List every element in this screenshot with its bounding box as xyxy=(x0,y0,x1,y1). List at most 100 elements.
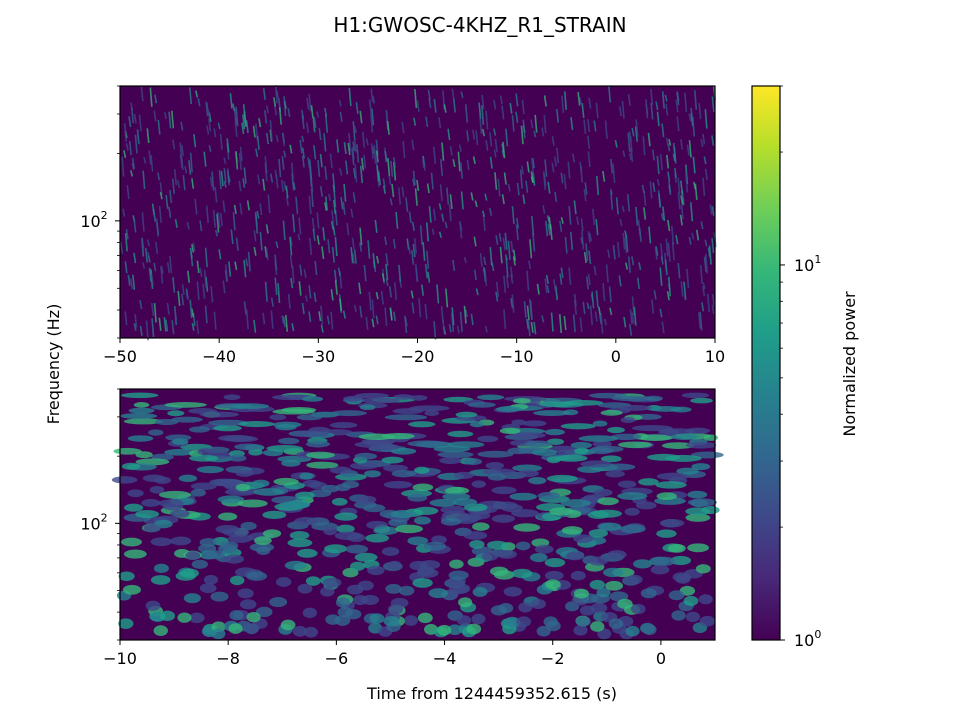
power-blob xyxy=(120,392,159,399)
power-streak xyxy=(348,87,352,107)
power-streak xyxy=(235,106,239,127)
power-streak xyxy=(711,206,715,217)
power-streak xyxy=(245,258,249,267)
power-streak xyxy=(124,232,128,252)
power-blob xyxy=(560,499,592,508)
power-streak xyxy=(342,310,346,319)
power-streak xyxy=(219,212,223,227)
power-streak xyxy=(671,242,675,261)
power-streak xyxy=(573,200,577,215)
power-streak xyxy=(289,144,293,154)
power-streak xyxy=(411,302,415,314)
power-streak xyxy=(614,140,618,148)
power-blob xyxy=(424,410,440,417)
power-blob xyxy=(537,491,561,500)
power-streak xyxy=(376,165,380,182)
power-streak xyxy=(587,231,591,243)
power-streak xyxy=(694,183,698,200)
power-blob xyxy=(661,519,680,528)
power-streak xyxy=(413,238,417,254)
power-streak xyxy=(704,239,708,247)
power-streak xyxy=(172,277,176,293)
power-blob xyxy=(127,435,154,442)
power-streak xyxy=(701,302,705,312)
power-streak xyxy=(353,139,357,153)
power-streak xyxy=(659,153,663,171)
power-blob xyxy=(122,584,141,595)
power-streak xyxy=(442,319,446,334)
power-streak xyxy=(570,232,574,251)
power-streak xyxy=(438,231,442,239)
power-blob xyxy=(199,537,217,547)
power-streak xyxy=(582,301,586,315)
power-blob xyxy=(610,433,642,441)
power-streak xyxy=(572,153,576,163)
power-streak xyxy=(530,119,534,128)
power-streak xyxy=(342,201,346,215)
power-streak xyxy=(336,139,340,153)
power-streak xyxy=(188,87,193,105)
power-streak xyxy=(533,321,537,335)
power-streak xyxy=(291,323,295,332)
power-streak xyxy=(473,236,477,247)
power-streak xyxy=(428,206,432,223)
power-streak xyxy=(353,126,358,134)
power-blob xyxy=(303,626,318,638)
power-blob xyxy=(603,567,624,578)
power-streak xyxy=(153,110,157,122)
power-streak xyxy=(534,114,538,133)
power-streak xyxy=(345,160,349,175)
power-blob xyxy=(546,474,578,483)
power-streak xyxy=(159,182,163,196)
power-streak xyxy=(463,305,467,324)
power-streak xyxy=(131,162,135,170)
power-streak xyxy=(681,194,685,202)
power-streak xyxy=(621,100,625,119)
power-streak xyxy=(592,208,596,225)
power-streak xyxy=(253,319,257,333)
power-blob xyxy=(322,577,342,588)
power-streak xyxy=(323,133,327,152)
power-streak xyxy=(554,191,558,202)
power-streak xyxy=(287,293,291,309)
power-streak xyxy=(451,307,455,326)
power-blob xyxy=(128,407,155,414)
power-blob xyxy=(486,540,508,550)
power-blob xyxy=(383,615,400,627)
power-streak xyxy=(411,249,415,265)
power-streak xyxy=(140,86,144,102)
power-streak xyxy=(191,178,195,189)
power-streak xyxy=(547,223,551,236)
power-streak xyxy=(229,93,233,109)
power-streak xyxy=(232,212,236,231)
power-blob xyxy=(493,570,515,580)
power-streak xyxy=(544,278,548,294)
power-streak xyxy=(680,195,684,205)
power-streak xyxy=(497,178,501,197)
power-streak xyxy=(481,128,486,137)
power-streak xyxy=(560,217,564,224)
power-streak xyxy=(270,310,274,329)
power-streak xyxy=(680,139,684,150)
power-streak xyxy=(299,264,303,276)
power-streak xyxy=(148,150,152,165)
x-tick-label: −40 xyxy=(202,347,236,366)
power-blob xyxy=(511,419,526,426)
power-streak xyxy=(553,156,558,167)
colorbar-tick-label: 101 xyxy=(794,253,821,275)
power-streak xyxy=(339,298,343,311)
x-tick-label: 0 xyxy=(656,649,666,668)
power-streak xyxy=(656,111,660,127)
power-streak xyxy=(691,232,695,240)
power-blob xyxy=(272,408,315,415)
colorbar-gradient xyxy=(751,85,781,641)
power-streak xyxy=(371,108,375,126)
power-streak xyxy=(285,185,289,199)
power-streak xyxy=(209,176,213,187)
power-blob xyxy=(170,509,190,518)
power-streak xyxy=(157,172,161,181)
power-streak xyxy=(387,158,391,176)
power-streak xyxy=(425,116,429,127)
power-blob xyxy=(302,396,324,402)
power-blob xyxy=(230,403,270,410)
